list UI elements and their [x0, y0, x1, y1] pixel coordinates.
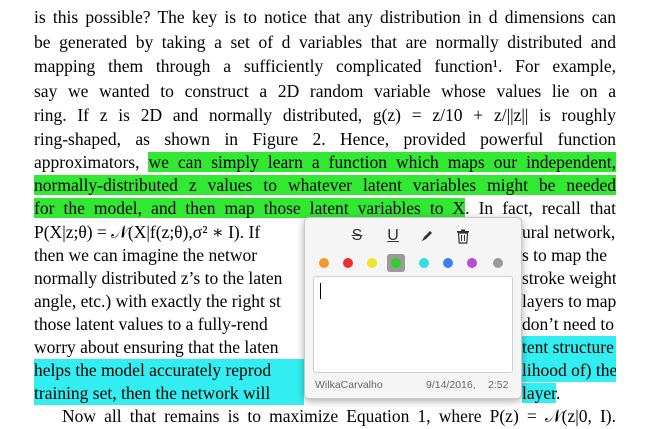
- text-line-2: be generated by taking a set of d variab…: [34, 32, 616, 52]
- text-line-7: approximators, we can simply learn a fun…: [34, 151, 616, 174]
- color-swatch-purple[interactable]: [467, 258, 477, 268]
- color-swatch-yellow[interactable]: [367, 258, 377, 268]
- annotation-footer: WilkaCarvalho 9/14/2016, 2:52: [315, 379, 515, 393]
- text-line-11-right: s to map the: [522, 245, 608, 265]
- text-line-4: say we wanted to construct a 2D random v…: [34, 81, 616, 101]
- text-line-12-right: stroke weight,: [522, 268, 616, 288]
- cyan-highlight[interactable]: layer: [522, 383, 557, 403]
- text-line-17-right: layer.: [522, 382, 582, 405]
- color-swatch-blue[interactable]: [443, 258, 453, 268]
- text-line-18: Now all that remains is to maximize Equa…: [62, 406, 616, 426]
- plain-text: . In fact, recall that: [465, 198, 616, 218]
- color-swatch-cyan[interactable]: [419, 258, 429, 268]
- author-name: WilkaCarvalho: [315, 379, 383, 391]
- note-textarea[interactable]: [313, 276, 513, 373]
- green-highlight[interactable]: for the model, and then map those latent…: [34, 198, 466, 218]
- cyan-highlight[interactable]: training set, then the network will: [34, 382, 304, 405]
- color-swatches: [305, 253, 521, 273]
- text-line-13-left: angle, etc.) with exactly the right st: [34, 291, 281, 311]
- annotation-toolbar: S U: [305, 224, 521, 248]
- annotation-popup: S U WilkaCarvalho 9/14/2016, 2:52: [304, 217, 522, 399]
- text-line-12-left: normally distributed z’s to the laten: [34, 268, 283, 288]
- text-line-10-left: P(X|z;θ) = 𝒩(X|f(z;θ),σ² ∗ I). If: [34, 222, 261, 242]
- color-swatch-red[interactable]: [343, 258, 353, 268]
- color-swatch-gray[interactable]: [493, 258, 503, 268]
- trash-icon: [457, 229, 469, 244]
- annotation-date: 9/14/2016,: [426, 379, 476, 391]
- cyan-highlight[interactable]: tent structure: [522, 336, 616, 359]
- text-caret: [320, 283, 321, 299]
- text-line-9: for the model, and then map those latent…: [34, 197, 616, 220]
- cyan-highlight[interactable]: helps the model accurately reprod: [34, 359, 304, 382]
- text-line-10-right: ural network,: [522, 222, 616, 242]
- text-line-13-right: layers to map: [522, 291, 616, 311]
- color-swatch-green-selected[interactable]: [387, 254, 405, 272]
- text-line-14-left: those latent values to a fully-rend: [34, 314, 268, 334]
- text-line-5: ring. If z is 2D and normally distribute…: [34, 105, 616, 125]
- pen-icon[interactable]: [415, 224, 439, 248]
- plain-text: .: [556, 383, 561, 403]
- green-highlight[interactable]: normally-distributed z values to whateve…: [34, 175, 616, 195]
- text-line-3: mapping them through a sufficiently comp…: [34, 56, 616, 76]
- pen-icon: [422, 231, 432, 241]
- underline-button[interactable]: U: [387, 227, 399, 244]
- text-line-15-left: worry about ensuring that the laten: [34, 337, 279, 357]
- text-line-11-left: then we can imagine the networ: [34, 245, 258, 265]
- annotation-time: 2:52: [488, 379, 509, 391]
- text-line-8: normally-distributed z values to whateve…: [34, 174, 616, 197]
- selected-color-dot: [391, 258, 401, 268]
- cyan-highlight[interactable]: lihood of) the: [522, 359, 616, 382]
- text-line-14-right: don’t need to: [522, 314, 615, 334]
- plain-text: approximators,: [34, 152, 149, 172]
- text-line-1: is this possible? The key is to notice t…: [34, 7, 616, 27]
- strikethrough-button[interactable]: S: [351, 227, 363, 244]
- green-highlight[interactable]: we can simply learn a function which map…: [148, 152, 616, 172]
- color-swatch-orange[interactable]: [319, 258, 329, 268]
- text-line-6: ring-shaped, as shown in Figure 2. Hence…: [34, 129, 616, 149]
- trash-icon[interactable]: [451, 224, 475, 248]
